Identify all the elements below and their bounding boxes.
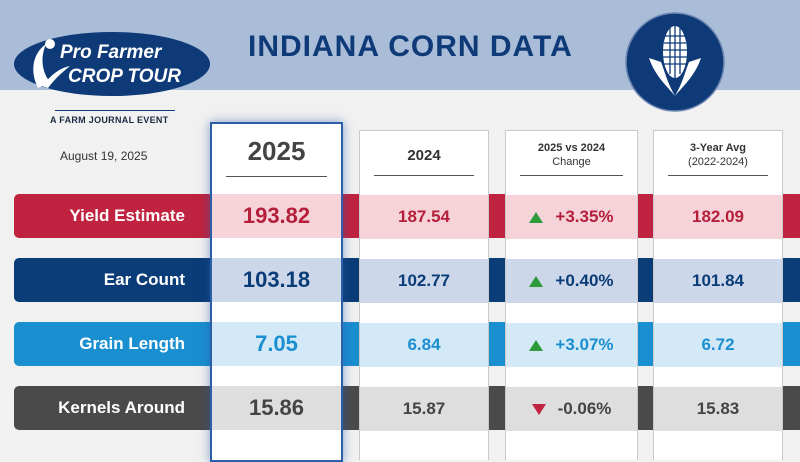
row-label-kernels-around: Kernels Around	[58, 398, 185, 417]
cell-kernels-avg: 15.83	[654, 387, 782, 431]
down-arrow-icon	[531, 403, 546, 415]
cell-ear-avg: 101.84	[654, 259, 782, 303]
column-change: 2025 vs 2024 Change +3.35% +0.40% +3.07%…	[505, 130, 638, 460]
report-date: August 19, 2025	[60, 149, 148, 163]
logo-divider	[55, 110, 175, 111]
cell-grain-avg: 6.72	[654, 323, 782, 367]
corn-leaf-icon	[33, 39, 70, 88]
column-header-change: 2025 vs 2024 Change	[506, 141, 637, 169]
change-value: -0.06%	[557, 399, 612, 418]
change-value: +0.40%	[555, 271, 614, 290]
pro-farmer-logo: Pro Farmer CROP TOUR	[12, 26, 212, 103]
up-arrow-icon	[529, 211, 544, 223]
cell-grain-2025: 7.05	[212, 322, 341, 366]
cell-ear-2024: 102.77	[360, 259, 488, 303]
change-header-line1: 2025 vs 2024	[537, 142, 606, 154]
cell-yield-change: +3.35%	[506, 195, 637, 239]
cell-kernels-2025: 15.86	[212, 386, 341, 430]
change-header-line2: Change	[552, 156, 591, 168]
corn-icon	[625, 12, 725, 117]
column-2024: 2024 187.54 102.77 6.84 15.87	[359, 130, 489, 460]
column-3yr-avg: 3-Year Avg (2022-2024) 182.09 101.84 6.7…	[653, 130, 783, 460]
row-label-yield: Yield Estimate	[69, 206, 185, 225]
column-header-2025: 2025	[247, 136, 306, 166]
header-rule	[226, 176, 327, 177]
cell-yield-avg: 182.09	[654, 195, 782, 239]
logo-line-1: Pro Farmer	[60, 42, 163, 63]
row-label-ear-count: Ear Count	[103, 270, 185, 289]
avg-header-line1: 3-Year Avg	[689, 142, 747, 154]
header-rule	[374, 175, 474, 176]
avg-header-line2: (2022-2024)	[688, 156, 748, 168]
column-2025: 2025 193.82 103.18 7.05 15.86	[210, 122, 343, 462]
header-rule	[668, 175, 768, 176]
cell-grain-2024: 6.84	[360, 323, 488, 367]
change-value: +3.07%	[555, 335, 614, 354]
header-rule	[520, 175, 623, 176]
cell-yield-2025: 193.82	[212, 194, 341, 238]
change-value: +3.35%	[555, 207, 614, 226]
cell-ear-change: +0.40%	[506, 259, 637, 303]
page-title: INDIANA CORN DATA	[248, 30, 573, 63]
logo-line-2: CROP TOUR	[68, 66, 181, 87]
cell-ear-2025: 103.18	[212, 258, 341, 302]
row-label-grain-length: Grain Length	[79, 334, 185, 353]
column-header-3yr-avg: 3-Year Avg (2022-2024)	[654, 141, 782, 169]
cell-yield-2024: 187.54	[360, 195, 488, 239]
tagline: A FARM JOURNAL EVENT	[50, 115, 169, 125]
cell-grain-change: +3.07%	[506, 323, 637, 367]
up-arrow-icon	[529, 275, 544, 287]
up-arrow-icon	[529, 339, 544, 351]
column-header-2024: 2024	[407, 147, 441, 164]
cell-kernels-change: -0.06%	[506, 387, 637, 431]
cell-kernels-2024: 15.87	[360, 387, 488, 431]
